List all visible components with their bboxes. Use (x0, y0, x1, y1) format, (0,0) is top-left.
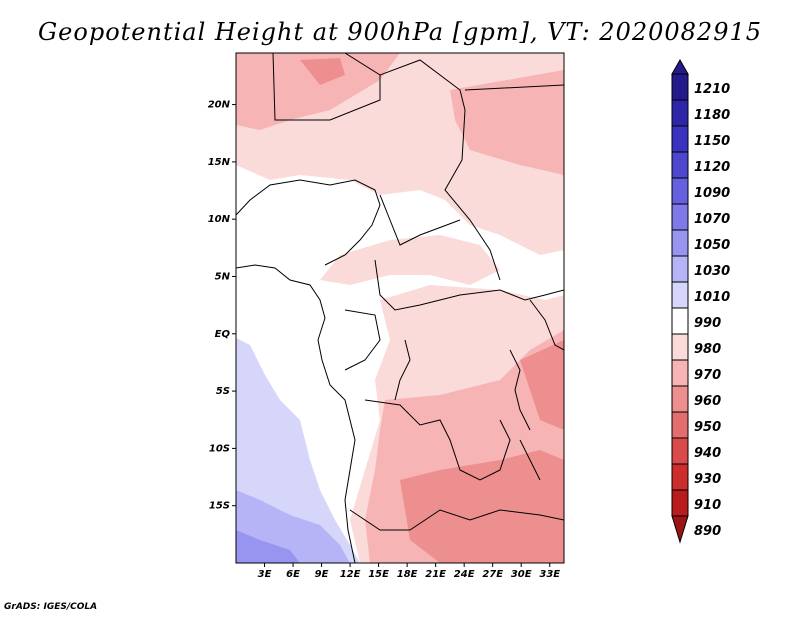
colorbar-swatch (671, 489, 689, 517)
height-band-960-north (300, 58, 345, 85)
colorbar-label: 1070 (694, 212, 730, 227)
colorbar-swatch (671, 73, 689, 101)
colorbar-label: 930 (694, 472, 721, 487)
height-band-980-central (320, 235, 500, 285)
colorbar-label: 1050 (694, 238, 730, 253)
colorbar: 1210 1180 1150 1120 1090 1070 1050 1030 1010 990 9… (671, 58, 730, 544)
colorbar-label: 1030 (694, 264, 730, 279)
x-tick-label: 3E (258, 569, 272, 580)
colorbar-swatch (671, 125, 689, 153)
map-frame (235, 52, 565, 564)
colorbar-label: 960 (694, 394, 721, 409)
y-tick-label: 5S (216, 386, 230, 397)
colorbar-label: 890 (694, 524, 721, 539)
x-tick-label: 15E (368, 569, 389, 580)
colorbar-label: 990 (694, 316, 721, 331)
colorbar-swatch (671, 411, 689, 439)
colorbar-label: 1090 (694, 186, 730, 201)
colorbar-swatch (671, 255, 689, 283)
x-tick-label: 24E (454, 569, 475, 580)
colorbar-swatch (671, 177, 689, 205)
colorbar-label: 950 (694, 420, 721, 435)
x-tick-label: 9E (315, 569, 329, 580)
colorbar-top-arrow (671, 58, 689, 75)
colorbar-label: 910 (694, 498, 721, 513)
colorbar-swatch (671, 151, 689, 179)
y-tick-label: 15S (209, 501, 230, 512)
y-tick-label: 5N (215, 271, 231, 282)
x-tick-label: 33E (539, 569, 560, 580)
x-tick-label: 21E (425, 569, 446, 580)
colorbar-label: 980 (694, 342, 721, 357)
colorbar-swatch (671, 229, 689, 257)
colorbar-label: 940 (694, 446, 721, 461)
colorbar-label: 1210 (694, 82, 730, 97)
x-tick-label: 27E (482, 569, 503, 580)
colorbar-swatch (671, 203, 689, 231)
y-tick-label: 10S (209, 443, 230, 454)
y-tick-label: 15N (208, 157, 231, 168)
height-band-970 (236, 53, 400, 130)
y-tick-label: EQ (215, 329, 231, 340)
colorbar-swatch (671, 385, 689, 413)
height-band-1050 (236, 530, 300, 563)
height-band-970-east (450, 70, 564, 175)
colorbar-bottom-arrow (671, 515, 689, 544)
colorbar-label: 1010 (694, 290, 730, 305)
x-tick-label: 6E (286, 569, 300, 580)
x-tick-label: 12E (340, 569, 361, 580)
y-tick-label: 20N (208, 100, 231, 111)
colorbar-label: 970 (694, 368, 721, 383)
colorbar-swatch (671, 437, 689, 465)
colorbar-swatch (671, 281, 689, 309)
country-borders (236, 53, 564, 563)
axis-ticks: 3E 6E 9E 12E 15E 18E 21E 24E 27E 30E 33E 20N 15N 10N 5… (208, 100, 561, 580)
map-title: Geopotential Height at 900hPa [gpm], VT:… (38, 18, 762, 46)
height-band-960-east (520, 340, 564, 430)
colorbar-swatch (671, 463, 689, 491)
map-field (236, 53, 564, 563)
colorbar-label: 1180 (694, 108, 730, 123)
colorbar-swatch (671, 333, 689, 361)
colorbar-label: 1150 (694, 134, 730, 149)
x-tick-label: 30E (511, 569, 532, 580)
colorbar-label: 1120 (694, 160, 730, 175)
height-band-960-south (400, 450, 564, 563)
grads-credit: GrADS: IGES/COLA (4, 602, 98, 612)
colorbar-swatch (671, 99, 689, 127)
y-tick-label: 10N (208, 214, 231, 225)
colorbar-swatch (671, 359, 689, 387)
colorbar-swatch (671, 307, 689, 335)
x-tick-label: 18E (397, 569, 418, 580)
